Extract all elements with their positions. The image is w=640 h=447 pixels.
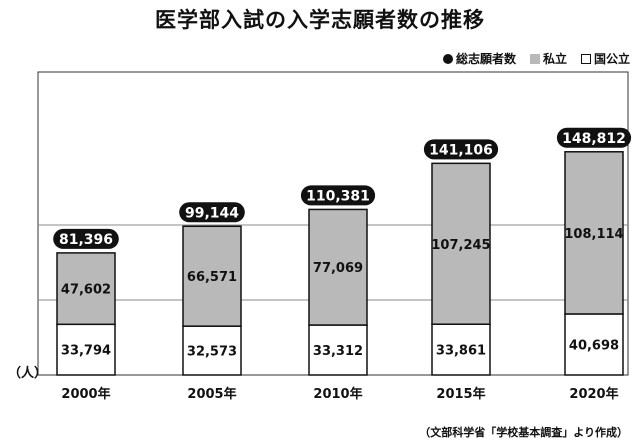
source-note: （文部科学省「学校基本調査」より作成）: [419, 426, 628, 439]
label-public-2: 33,312: [313, 344, 363, 359]
bar-public-2: [308, 324, 368, 376]
total-badge-2: [300, 185, 376, 206]
total-badge-1: [179, 202, 245, 223]
label-private-4: 108,114: [564, 227, 623, 242]
total-label-0: 81,396: [59, 232, 113, 248]
bar-public-4: [564, 313, 624, 376]
legend: 総志願者数 私立 国公立: [442, 50, 630, 67]
total-label-2: 110,381: [306, 188, 370, 204]
total-badge-0: [53, 228, 119, 249]
bar-private-0: [56, 252, 116, 326]
bar-public-1: [182, 325, 242, 376]
legend-public-swatch: [580, 53, 591, 64]
total-label-3: 141,106: [429, 142, 493, 158]
legend-item-private: 私立: [529, 50, 567, 67]
legend-item-total: 総志願者数: [442, 50, 516, 67]
bar-private-4: [564, 151, 624, 315]
total-badge-3: [423, 139, 499, 160]
chart-title: 医学部入試の入学志願者数の推移: [155, 8, 485, 32]
label-public-4: 40,698: [569, 338, 619, 353]
total-label-4: 148,812: [562, 131, 626, 147]
legend-private-swatch: [529, 53, 540, 64]
label-public-0: 33,794: [61, 344, 111, 359]
x-tick-label-4: 2020年: [569, 386, 618, 402]
label-private-3: 107,245: [431, 238, 490, 253]
label-public-1: 32,573: [187, 345, 237, 360]
legend-private-label: 私立: [542, 52, 567, 66]
legend-public-label: 国公立: [593, 52, 630, 66]
x-tick-label-2: 2010年: [313, 386, 362, 402]
total-label-1: 99,144: [185, 205, 239, 221]
label-private-0: 47,602: [61, 283, 111, 298]
bar-private-2: [308, 208, 368, 326]
legend-total-swatch: [442, 53, 453, 64]
y-unit-label: （人）: [8, 366, 48, 381]
bar-private-1: [182, 225, 242, 327]
x-tick-label-0: 2000年: [61, 386, 110, 402]
legend-total-label: 総志願者数: [455, 52, 516, 66]
bar-private-3: [431, 162, 491, 325]
x-tick-label-1: 2005年: [187, 386, 236, 402]
bar-public-3: [431, 323, 491, 376]
label-private-1: 66,571: [187, 270, 237, 285]
total-badge-4: [556, 127, 632, 148]
x-tick-label-3: 2015年: [436, 386, 485, 402]
legend-item-public: 国公立: [580, 50, 630, 67]
label-private-2: 77,069: [313, 261, 363, 276]
label-public-3: 33,861: [436, 344, 486, 359]
